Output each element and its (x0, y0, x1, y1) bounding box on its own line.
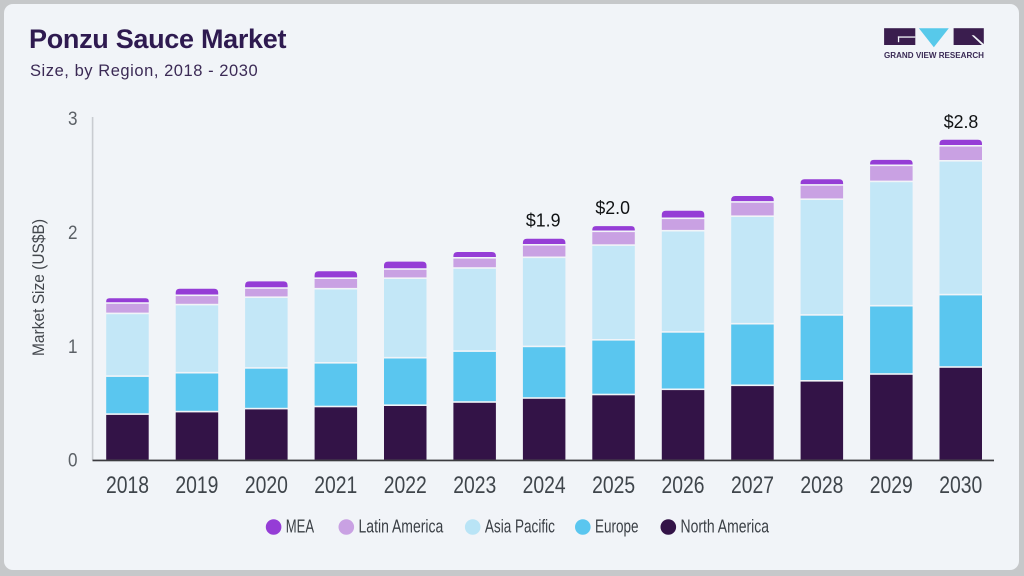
svg-text:GRAND VIEW RESEARCH: GRAND VIEW RESEARCH (884, 51, 984, 60)
svg-text:$1.9: $1.9 (526, 210, 561, 231)
svg-text:2029: 2029 (870, 472, 913, 499)
svg-text:1: 1 (68, 337, 78, 358)
svg-text:2025: 2025 (592, 472, 635, 499)
svg-text:2020: 2020 (245, 472, 288, 499)
svg-text:2026: 2026 (662, 472, 705, 499)
svg-text:2027: 2027 (731, 472, 774, 499)
svg-text:2030: 2030 (939, 472, 982, 499)
svg-text:Latin America: Latin America (359, 517, 445, 537)
svg-text:2: 2 (68, 223, 78, 244)
svg-text:MEA: MEA (286, 517, 314, 537)
svg-text:2019: 2019 (175, 472, 218, 499)
svg-text:0: 0 (68, 451, 78, 472)
svg-text:2018: 2018 (106, 472, 149, 499)
svg-text:$2.8: $2.8 (944, 111, 979, 132)
svg-text:2021: 2021 (314, 472, 357, 499)
svg-text:3: 3 (68, 109, 78, 130)
svg-text:2024: 2024 (523, 472, 566, 499)
svg-text:2023: 2023 (453, 472, 496, 499)
svg-text:2028: 2028 (800, 472, 843, 499)
svg-text:Market Size (US$B): Market Size (US$B) (30, 219, 48, 356)
svg-text:2022: 2022 (384, 472, 427, 499)
svg-text:North America: North America (681, 517, 770, 537)
svg-text:Europe: Europe (595, 517, 639, 537)
svg-text:Asia Pacific: Asia Pacific (485, 517, 555, 537)
svg-text:$2.0: $2.0 (595, 197, 630, 218)
